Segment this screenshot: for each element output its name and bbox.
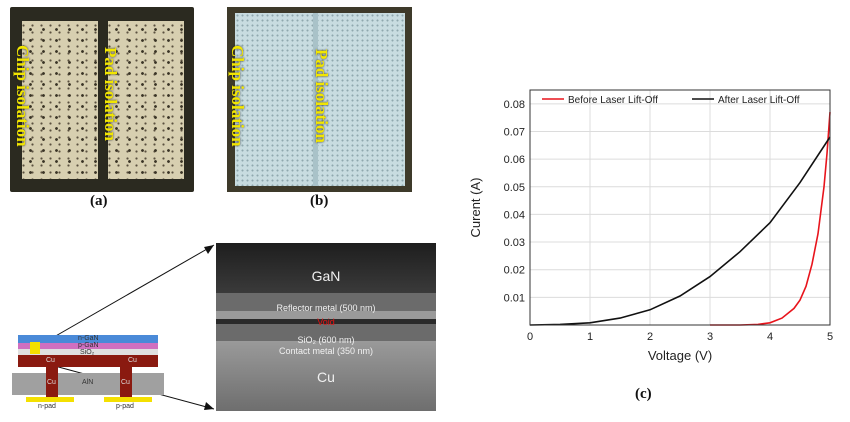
sem-reflector-band xyxy=(216,311,436,319)
caption-a: (a) xyxy=(90,193,108,209)
sem-cross-section: GaN Reflector metal (500 nm) Void SiO₂ (… xyxy=(216,243,436,411)
y-tick-label-5: 0.06 xyxy=(504,154,525,166)
zoom-line-top xyxy=(39,244,215,346)
y-tick-label-1: 0.02 xyxy=(504,265,525,277)
legend-label-1: After Laser Lift-Off xyxy=(718,95,800,106)
chart-legend: Before Laser Lift-Off After Laser Lift-Of… xyxy=(542,95,800,106)
label-cu-2: Cu xyxy=(128,357,137,364)
x-tick-label-2: 2 xyxy=(647,331,653,343)
sem-sio2-label: SiO₂ (600 nm) xyxy=(297,335,355,345)
label-p-pad: p-pad xyxy=(116,403,134,410)
chart-series xyxy=(529,112,831,326)
chip-isolation-label-a: Chip isolation xyxy=(13,45,32,147)
photo-chip-isolation-a: Chip isolation Pad isolation xyxy=(10,7,194,192)
sem-cu-region xyxy=(216,341,436,411)
series-line-0 xyxy=(710,112,831,326)
y-tick-label-4: 0.05 xyxy=(504,182,525,194)
pad-left-a xyxy=(22,21,98,179)
y-tick-label-0: 0.01 xyxy=(504,292,525,304)
chart-frame xyxy=(529,89,831,326)
photo-chip-isolation-b: Chip isolation Pad isolation xyxy=(227,7,412,192)
x-axis-label: Voltage (V) xyxy=(648,348,712,363)
via-left xyxy=(46,367,58,397)
caption-c: (c) xyxy=(635,386,652,402)
y-tick-label-2: 0.03 xyxy=(504,237,525,249)
pad-isolation-label-a: Pad isolation xyxy=(101,47,120,141)
x-tick-label-5: 5 xyxy=(827,331,833,343)
sem-void-label: Void xyxy=(317,317,335,327)
legend-label-0: Before Laser Lift-Off xyxy=(568,95,658,106)
chart-ticks: 0 1 2 3 4 5 0.01 0.02 0.03 0.04 0.05 0.06 0.07 0.08 xyxy=(504,99,833,343)
n-pad xyxy=(26,397,74,402)
pad-gap-b xyxy=(313,13,318,186)
label-sio2: SiO₂ xyxy=(80,349,95,356)
label-cu-3: Cu xyxy=(47,379,56,386)
label-n-pad: n-pad xyxy=(38,403,56,410)
label-aln: AlN xyxy=(82,379,94,386)
label-p-gan: p-GaN xyxy=(78,342,99,349)
label-cu-1: Cu xyxy=(46,357,55,364)
sem-void-band xyxy=(216,319,436,324)
n-contact xyxy=(30,342,40,354)
chip-isolation-label-b: Chip isolation xyxy=(228,45,247,147)
label-cu-4: Cu xyxy=(121,379,130,386)
zoom-arrow-bottom xyxy=(204,402,214,410)
sem-gan-label: GaN xyxy=(311,268,341,284)
pad-right-a xyxy=(108,21,184,179)
iv-chart: 0 1 2 3 4 5 0.01 0.02 0.03 0.04 0.05 0.06 0.07 0.08 B… xyxy=(468,89,833,363)
x-tick-label-4: 4 xyxy=(767,331,773,343)
pad-b xyxy=(235,13,405,186)
zoom-arrow-top xyxy=(204,245,214,254)
caption-b: (b) xyxy=(310,193,329,209)
sem-contact-label: Contact metal (350 nm) xyxy=(278,346,374,356)
layer-n-gan xyxy=(18,335,158,343)
p-pad xyxy=(104,397,152,402)
y-tick-label-6: 0.07 xyxy=(504,126,525,138)
chart-grid xyxy=(529,90,831,325)
label-n-gan: n-GaN xyxy=(78,335,99,342)
layer-sio2 xyxy=(18,349,158,355)
pad-isolation-label-b: Pad isolation xyxy=(312,49,331,143)
series-line-1 xyxy=(529,136,831,326)
layer-p-gan xyxy=(18,343,158,349)
x-tick-label-0: 0 xyxy=(527,331,533,343)
y-tick-label-3: 0.04 xyxy=(504,209,525,221)
sem-reflector-label: Reflector metal (500 nm) xyxy=(276,303,376,313)
layer-cu-top xyxy=(18,355,158,367)
y-axis-label: Curent (A) xyxy=(468,178,483,238)
x-tick-label-3: 3 xyxy=(707,331,713,343)
sem-cu-label: Cu xyxy=(317,369,335,385)
sem-top-dark xyxy=(216,243,436,293)
device-schematic: n-GaN p-GaN SiO₂ Cu Cu AlN Cu Cu n-pad p… xyxy=(8,333,168,411)
y-tick-label-7: 0.08 xyxy=(504,99,525,111)
via-right xyxy=(120,367,132,397)
x-tick-label-1: 1 xyxy=(587,331,593,343)
